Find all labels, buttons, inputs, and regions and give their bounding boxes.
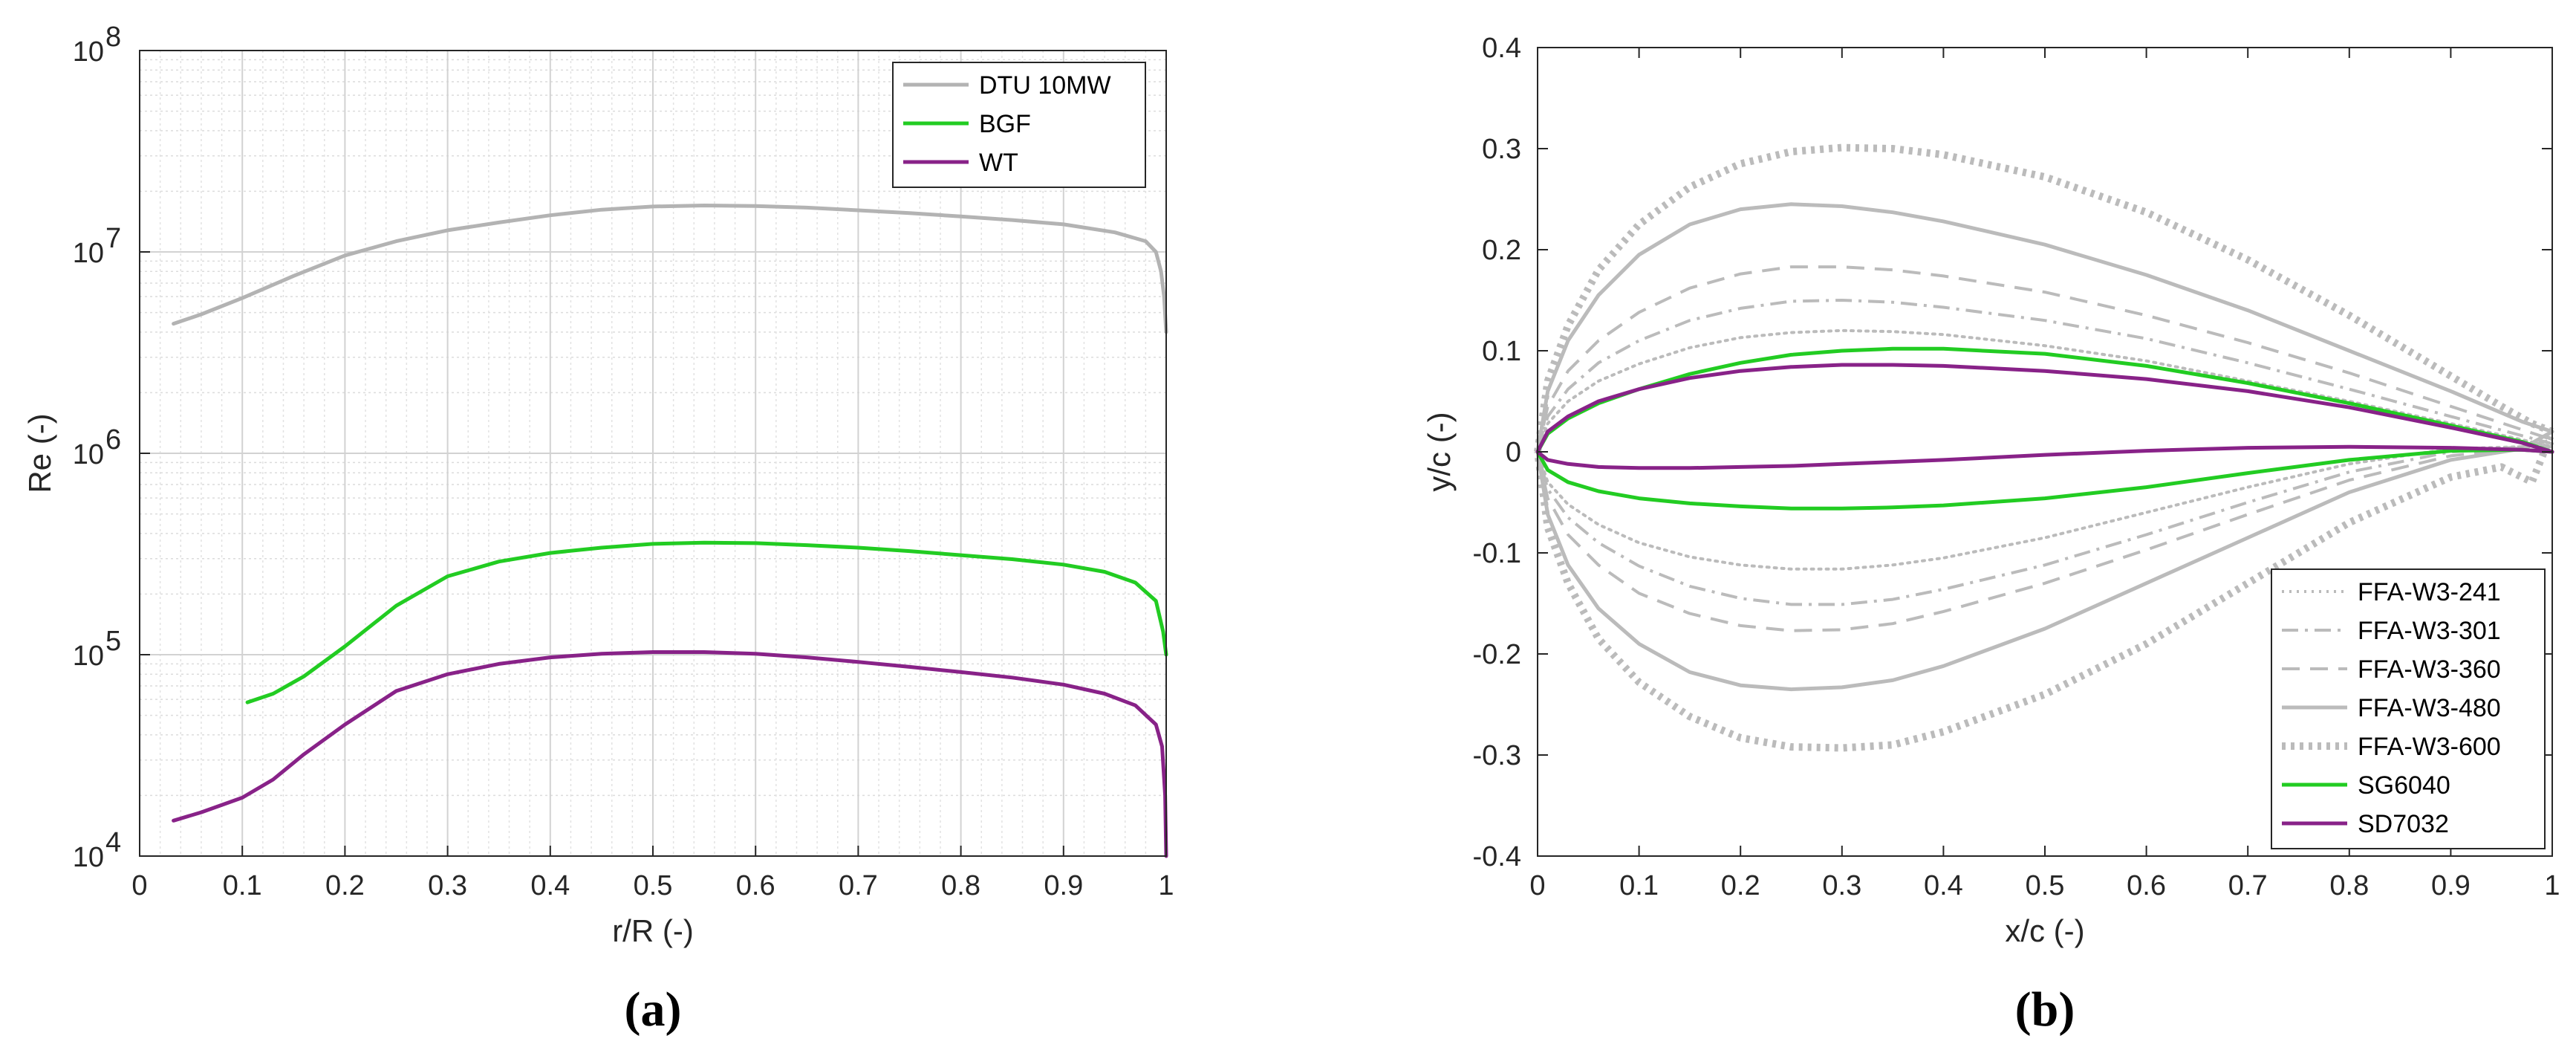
- legend-label-b: FFA-W3-360: [2358, 655, 2501, 684]
- x-tick-label: 0.8: [941, 870, 980, 901]
- legend-label-b: FFA-W3-600: [2358, 733, 2501, 761]
- y-tick-label: -0.1: [1473, 538, 1521, 569]
- legend-label-a: WT: [979, 149, 1018, 177]
- panel-label-a: (a): [625, 982, 682, 1037]
- airfoil-outline-2: [1536, 265, 2554, 632]
- x-tick-label: 0: [1529, 870, 1545, 901]
- x-tick-label: 0.2: [325, 870, 365, 901]
- series-line-a-0: [172, 204, 1168, 334]
- airfoil-outline-6: [1535, 363, 2554, 470]
- y-tick-exponent: 7: [105, 223, 121, 254]
- y-tick-exponent: 8: [105, 22, 121, 53]
- y-tick-exponent: 5: [105, 626, 121, 657]
- x-tick-label: 0.6: [736, 870, 775, 901]
- panel-label-b: (b): [2015, 982, 2075, 1037]
- y-tick-exponent: 4: [105, 827, 121, 858]
- y-axis-label-a: Re (-): [22, 413, 57, 493]
- legend-label-b: SD7032: [2358, 810, 2449, 838]
- legend-label-b: SG6040: [2358, 771, 2450, 800]
- y-axis-label-b: y/c (-): [1422, 412, 1457, 491]
- x-tick-label: 0.7: [839, 870, 878, 901]
- y-tick-label: 0.3: [1482, 134, 1521, 165]
- y-tick-label: 10: [73, 439, 104, 470]
- chart-b: 0 0.1 0.2 0.3 0.4 0.5 0.6 0.7 0.8 0.9 1 -0.4 -0.3 -0.…: [1422, 33, 2560, 1037]
- y-tick-label: 0.1: [1482, 336, 1521, 367]
- series-group-a: [172, 204, 1168, 858]
- x-tick-label: 0.5: [634, 870, 673, 901]
- x-tick-label: 0.8: [2329, 870, 2369, 901]
- airfoil-outline-0: [1536, 328, 2554, 571]
- y-tick-label: 10: [73, 238, 104, 269]
- legend-label-b: FFA-W3-301: [2358, 617, 2501, 645]
- x-tick-label: 0.9: [1044, 870, 1083, 901]
- y-tick-label: -0.4: [1473, 841, 1521, 872]
- series-line-a-1: [245, 540, 1168, 704]
- y-tick-label: 10: [73, 36, 104, 68]
- x-tick-label: 0.9: [2431, 870, 2471, 901]
- x-tick-label: 0.4: [530, 870, 570, 901]
- x-tick-label: 0.4: [1924, 870, 1963, 901]
- x-axis-label-b: x/c (-): [2005, 913, 2084, 948]
- legend-label-a: BGF: [979, 110, 1031, 138]
- y-tick-label: 0: [1506, 437, 1521, 468]
- x-tick-label: 0.5: [2026, 870, 2065, 901]
- y-tick-label: 0.2: [1482, 235, 1521, 266]
- y-tick-label: 0.4: [1482, 33, 1521, 64]
- x-tick-label: 0.2: [1721, 870, 1760, 901]
- x-tick-label: 0.3: [1822, 870, 1861, 901]
- legend-a: DTU 10MW BGF WT: [892, 62, 1146, 188]
- x-tick-label: 0.3: [428, 870, 467, 901]
- ticks-b: 0 0.1 0.2 0.3 0.4 0.5 0.6 0.7 0.8 0.9 1 -0.4 -0.3 -0.…: [1473, 33, 2560, 901]
- y-tick-exponent: 6: [105, 424, 121, 456]
- series-line-a-2: [172, 650, 1168, 858]
- x-tick-label: 1: [1158, 870, 1174, 901]
- legend-b: FFA-W3-241 FFA-W3-301 FFA-W3-360 FFA-W3-480…: [2271, 568, 2546, 849]
- legend-label-b: FFA-W3-241: [2358, 578, 2501, 606]
- legend-label-a: DTU 10MW: [979, 71, 1111, 100]
- x-tick-label: 0.6: [2127, 870, 2166, 901]
- y-tick-label: 10: [73, 842, 104, 873]
- y-tick-label: 10: [73, 641, 104, 672]
- airfoil-outline-4: [1534, 143, 2556, 752]
- x-axis-label-a: r/R (-): [612, 913, 694, 948]
- x-tick-label: 0.1: [223, 870, 262, 901]
- legend-label-b: FFA-W3-480: [2358, 694, 2501, 722]
- y-tick-label: -0.3: [1473, 740, 1521, 771]
- x-tick-label: 0.7: [2228, 870, 2268, 901]
- x-tick-label: 0.1: [1619, 870, 1659, 901]
- x-tick-label: 0: [131, 870, 147, 901]
- x-tick-label: 1: [2544, 870, 2560, 901]
- y-tick-label: -0.2: [1473, 639, 1521, 670]
